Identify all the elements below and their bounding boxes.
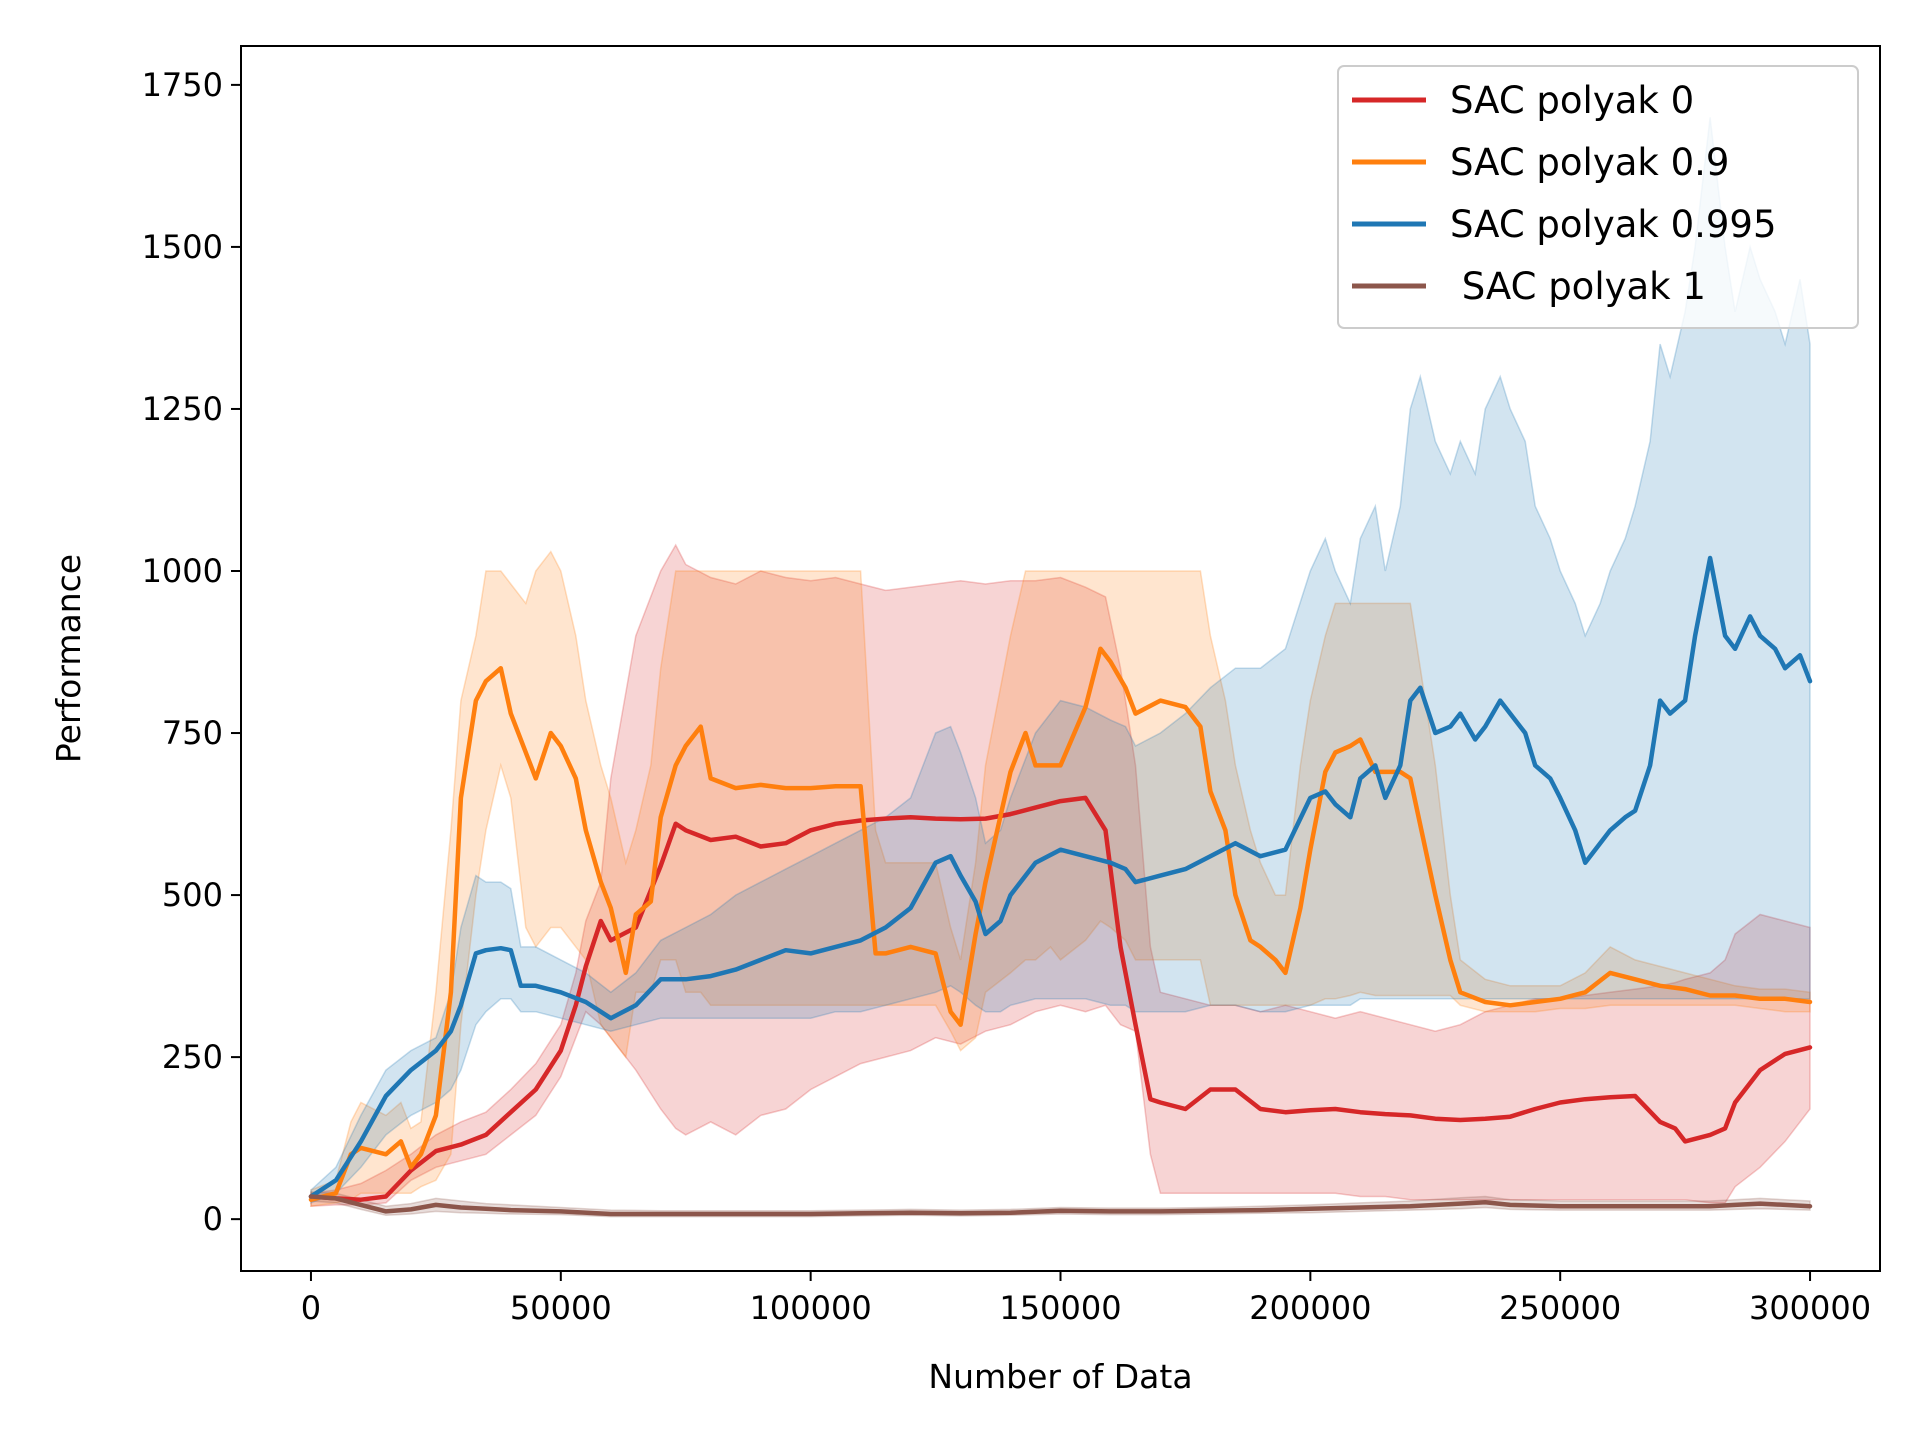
legend-box [1337,65,1859,329]
y-axis: 0 250 500 750 1000 1250 1500 1750 [142,66,241,1238]
legend-label-3: SAC polyak 0.995 [1450,203,1777,246]
series-line-3 [308,555,1813,1199]
x-tick-label: 100000 [750,1289,872,1327]
series-line-2 [308,646,1813,1202]
y-tick-label: 1750 [142,66,223,104]
x-axis: 0 50000 100000 150000 200000 250000 300000 [301,1271,1871,1327]
y-axis-label: Performance [49,554,88,763]
series-band-3 [310,117,1811,1204]
series-band-1 [310,543,1811,1207]
y-tick-label: 1500 [142,228,223,266]
x-tick-label: 50000 [510,1289,612,1327]
x-axis-label: Number of Data [928,1357,1192,1396]
x-tick-label: 200000 [1249,1289,1371,1327]
series-line-4 [308,1194,1813,1217]
x-tick-label: 0 [301,1289,321,1327]
series-lines [308,555,1813,1217]
y-tick-label: 750 [162,714,223,752]
y-tick-label: 500 [162,876,223,914]
legend-label-4: SAC polyak 1 [1450,265,1706,308]
series-band-2 [310,550,1811,1208]
x-tick-label: 300000 [1749,1289,1871,1327]
y-tick-label: 1250 [142,390,223,428]
legend-label-2: SAC polyak 0.9 [1450,141,1729,184]
y-tick-label: 1000 [142,552,223,590]
x-tick-label: 250000 [1499,1289,1621,1327]
confidence-bands [310,117,1811,1218]
legend-label-1: SAC polyak 0 [1450,79,1694,122]
y-tick-label: 250 [162,1038,223,1076]
x-tick-label: 150000 [999,1289,1121,1327]
y-tick-label: 0 [203,1200,223,1238]
legend: SAC polyak 0 SAC polyak 0.9 SAC polyak 0.9… [1337,65,1859,329]
